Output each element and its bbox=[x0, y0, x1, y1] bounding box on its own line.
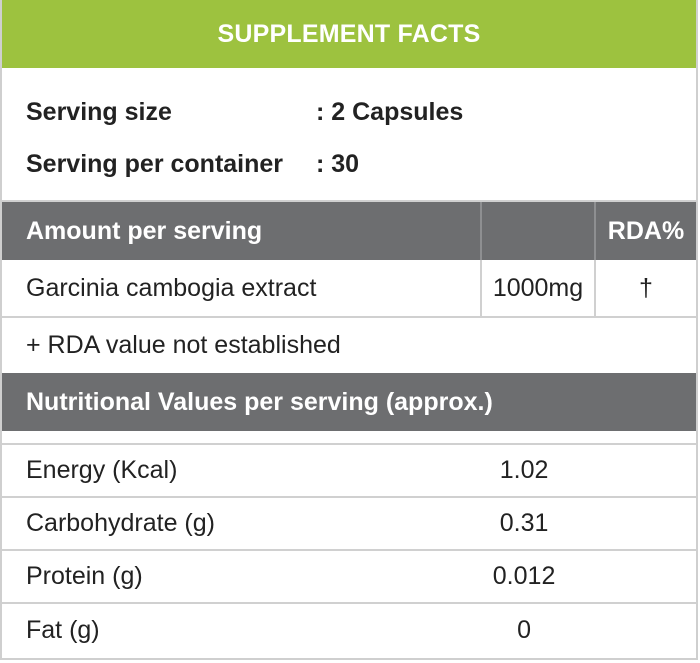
nutrition-value: 1.02 bbox=[499, 456, 549, 484]
nutrition-row-fat: Fat (g) 0 bbox=[2, 604, 696, 657]
supplement-facts-title: SUPPLEMENT FACTS bbox=[217, 19, 481, 48]
serving-size-value: : 2 Capsules bbox=[316, 97, 464, 126]
nutrition-value: 0 bbox=[517, 616, 532, 644]
nutrition-value: 0.012 bbox=[492, 562, 556, 590]
nutrition-spacer bbox=[2, 431, 696, 445]
nutrition-row-protein: Protein (g) 0.012 bbox=[2, 551, 696, 604]
serving-size-label: Serving size bbox=[26, 97, 172, 126]
ingredient-name: Garcinia cambogia extract bbox=[26, 273, 317, 302]
ingredient-rda: † bbox=[594, 260, 696, 316]
ingredient-row: Garcinia cambogia extract 1000mg † bbox=[2, 260, 696, 318]
serving-per-container-row: Serving per container : 30 bbox=[2, 138, 696, 190]
nutritional-values-header-label: Nutritional Values per serving (approx.) bbox=[26, 387, 493, 416]
nutrition-row-energy: Energy (Kcal) 1.02 bbox=[2, 445, 696, 498]
amount-per-serving-header: Amount per serving RDA% bbox=[2, 202, 696, 260]
serving-size-row: Serving size : 2 Capsules bbox=[2, 86, 696, 138]
rda-header: RDA% bbox=[594, 202, 696, 260]
nutrition-name: Energy (Kcal) bbox=[26, 456, 178, 484]
nutrition-name: Protein (g) bbox=[26, 562, 143, 590]
serving-info: Serving size : 2 Capsules Serving per co… bbox=[2, 68, 696, 202]
ingredient-amount: 1000mg bbox=[480, 260, 594, 316]
serving-per-container-label: Serving per container bbox=[26, 149, 284, 178]
amount-header-label: Amount per serving bbox=[26, 216, 263, 245]
supplement-facts-title-bar: SUPPLEMENT FACTS bbox=[2, 0, 696, 68]
rda-note: + RDA value not established bbox=[26, 331, 341, 359]
nutrition-row-carbohydrate: Carbohydrate (g) 0.31 bbox=[2, 498, 696, 551]
nutrition-value: 0.31 bbox=[499, 509, 549, 537]
serving-per-container-value: : 30 bbox=[316, 149, 360, 178]
nutrition-name: Fat (g) bbox=[26, 616, 100, 644]
nutritional-values-header: Nutritional Values per serving (approx.) bbox=[2, 373, 696, 431]
nutrition-name: Carbohydrate (g) bbox=[26, 509, 215, 537]
amount-header-amount-cell bbox=[480, 202, 594, 260]
